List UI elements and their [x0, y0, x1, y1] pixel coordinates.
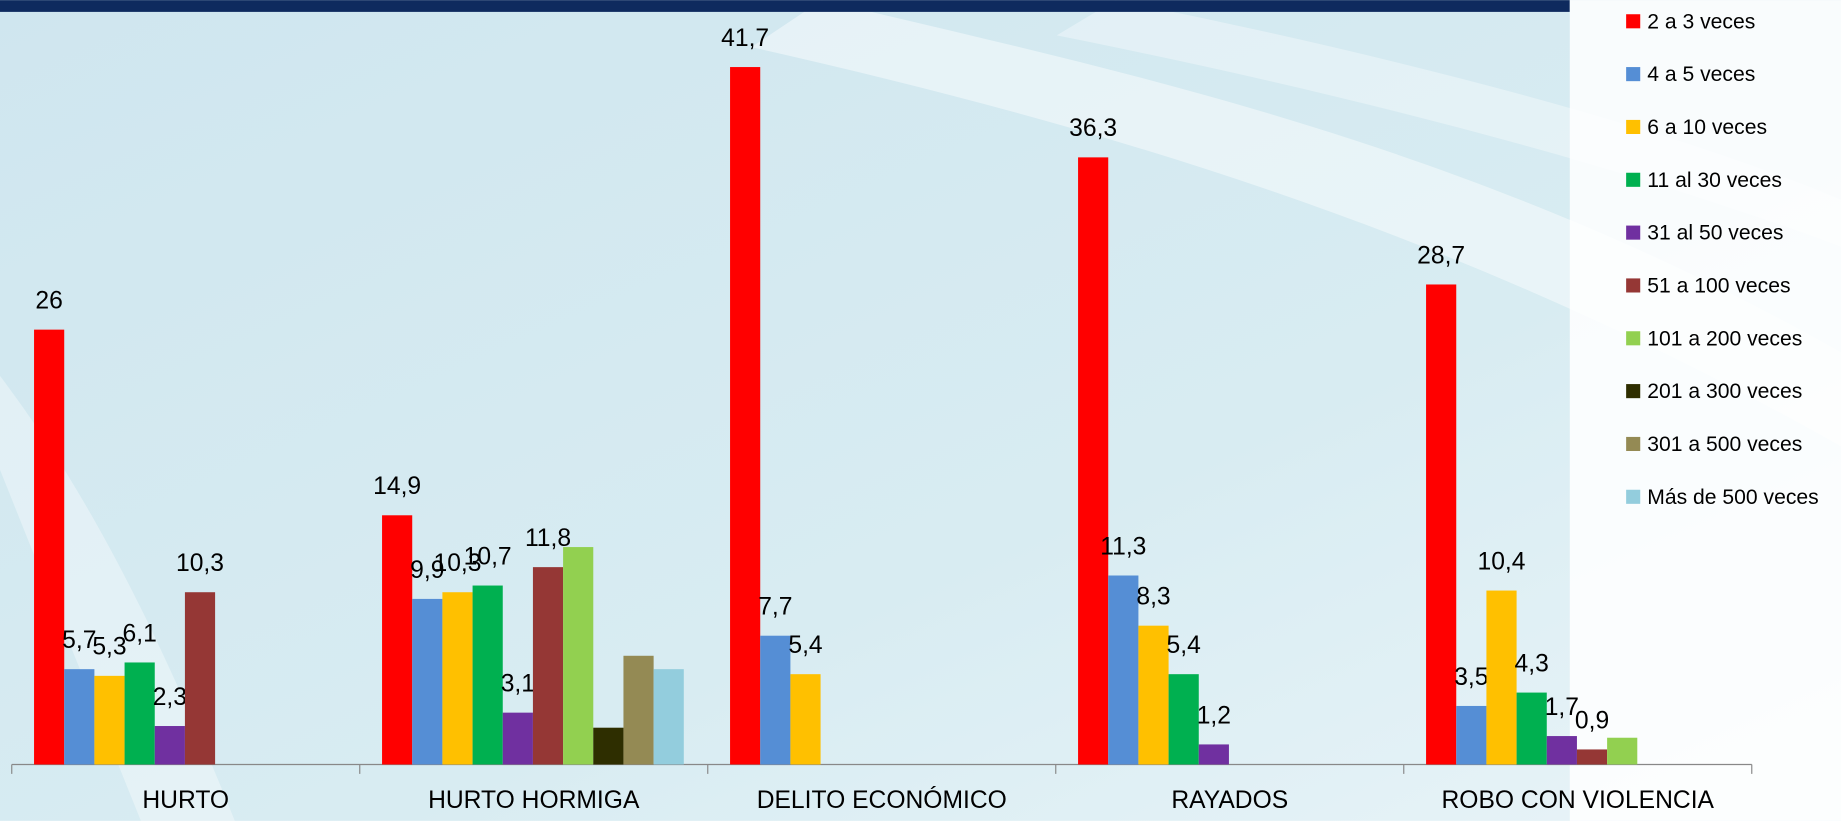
- data-label: 2,3: [153, 684, 187, 711]
- legend-swatch: [1626, 67, 1641, 82]
- legend-swatch: [1626, 436, 1641, 452]
- data-label: 6,1: [123, 620, 157, 647]
- bar: [1168, 674, 1199, 765]
- header-bar: [0, 0, 1570, 12]
- bar: [502, 712, 533, 765]
- data-label: 28,7: [1417, 242, 1465, 269]
- legend-swatch: [1626, 14, 1641, 29]
- legend-swatch: [1626, 489, 1641, 504]
- legend-label: 11 al 30 veces: [1647, 169, 1782, 192]
- bar: [382, 515, 413, 765]
- data-label: 1,2: [1197, 702, 1231, 729]
- legend-swatch: [1626, 119, 1641, 134]
- legend-label: Más de 500 veces: [1647, 486, 1818, 509]
- x-tick-label: RAYADOS: [1171, 787, 1288, 814]
- bar: [563, 547, 594, 765]
- data-label: 4,3: [1515, 650, 1549, 677]
- x-tick-label: HURTO: [142, 787, 229, 814]
- bar: [1198, 744, 1229, 765]
- data-label: 1,7: [1545, 694, 1579, 721]
- legend-label: 6 a 10 veces: [1647, 116, 1767, 139]
- data-label: 36,3: [1069, 115, 1117, 142]
- legend-swatch: [1626, 172, 1641, 187]
- bar: [593, 727, 624, 765]
- bar: [623, 655, 654, 765]
- data-label: 7,7: [758, 594, 792, 621]
- data-label: 3,1: [501, 671, 535, 698]
- data-label: 10,3: [176, 550, 224, 577]
- data-label: 11,3: [1100, 533, 1146, 560]
- data-label: 3,5: [1454, 664, 1488, 691]
- bar: [1456, 705, 1487, 765]
- data-label: 5,7: [62, 627, 96, 654]
- data-label: 10,7: [464, 543, 512, 570]
- data-label: 5,3: [92, 634, 126, 661]
- bar: [34, 329, 65, 765]
- bar: [760, 635, 791, 765]
- legend-swatch: [1626, 278, 1641, 293]
- bar: [653, 669, 684, 765]
- legend-label: 201 a 300 veces: [1647, 380, 1802, 403]
- data-label: 10,3: [434, 550, 482, 577]
- data-label: 0,9: [1575, 707, 1609, 734]
- legend-panel: [1569, 0, 1841, 821]
- legend-swatch: [1626, 331, 1641, 346]
- bar: [154, 726, 185, 765]
- data-label: 5,4: [1167, 632, 1201, 659]
- bar: [472, 585, 503, 765]
- data-label: 10,4: [1478, 548, 1526, 575]
- bar: [412, 598, 443, 765]
- bar: [1546, 736, 1577, 765]
- bar: [184, 592, 216, 765]
- data-label: 14,9: [373, 473, 421, 500]
- x-tick-label: DELITO ECONÓMICO: [757, 787, 1007, 814]
- legend-label: 4 a 5 veces: [1647, 63, 1755, 86]
- bar: [730, 67, 761, 765]
- bar: [124, 662, 155, 765]
- bar: [790, 674, 821, 765]
- legend-label: 51 a 100 veces: [1647, 275, 1790, 298]
- bar: [94, 675, 125, 765]
- legend-swatch: [1626, 384, 1641, 399]
- data-label: 5,4: [788, 632, 822, 659]
- bar: [1516, 692, 1547, 765]
- data-label: 26: [35, 288, 62, 315]
- bar: [1486, 590, 1517, 765]
- x-tick-label: ROBO CON VIOLENCIA: [1442, 787, 1715, 814]
- bar: [1426, 284, 1457, 765]
- legend-label: 31 al 50 veces: [1647, 222, 1783, 245]
- data-label: 9,9: [410, 557, 444, 584]
- bar: [64, 669, 95, 765]
- data-label: 41,7: [721, 25, 769, 52]
- bar: [532, 567, 564, 765]
- bar: [1576, 749, 1608, 765]
- legend-label: 2 a 3 veces: [1647, 10, 1755, 33]
- legend-label: 301 a 500 veces: [1647, 433, 1802, 456]
- legend-swatch: [1626, 225, 1641, 240]
- bar: [1138, 625, 1169, 765]
- bar: [1607, 737, 1638, 765]
- swoosh: [1056, 0, 1841, 247]
- bar: [1078, 157, 1109, 765]
- swoosh: [751, 0, 1841, 447]
- legend-label: 101 a 200 veces: [1647, 327, 1802, 350]
- bar: [1108, 575, 1139, 765]
- x-tick-label: HURTO HORMIGA: [428, 787, 640, 814]
- data-label: 8,3: [1136, 584, 1170, 611]
- bar: [442, 592, 473, 765]
